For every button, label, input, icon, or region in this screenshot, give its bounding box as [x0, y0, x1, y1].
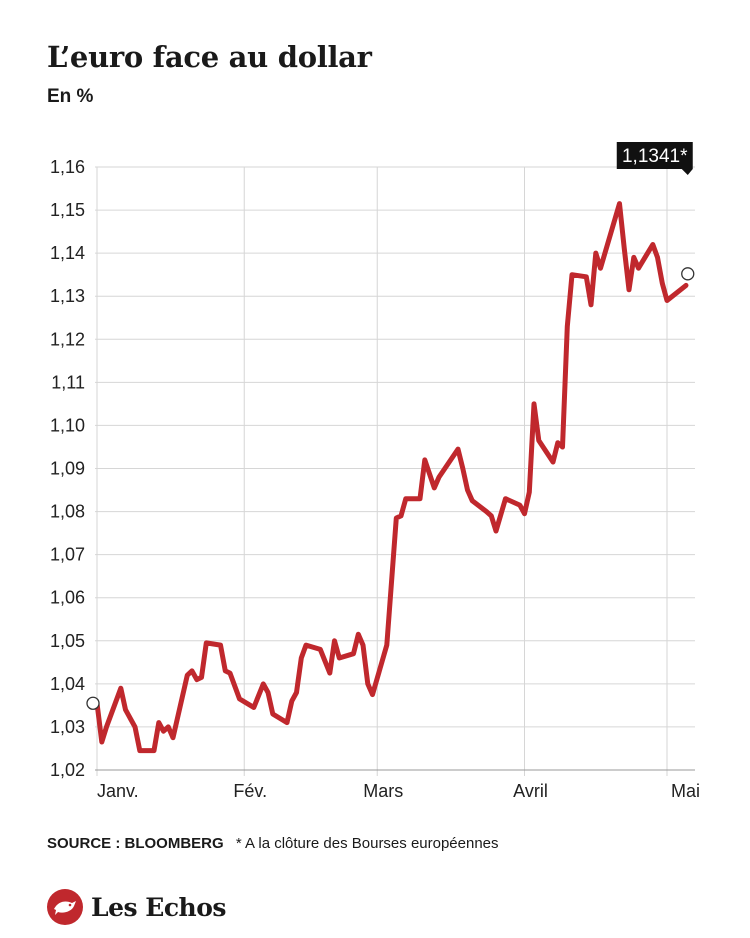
end-point-marker — [681, 267, 695, 281]
x-tick-label: Avril — [513, 781, 548, 801]
x-tick-label: Mars — [363, 781, 403, 801]
start-point-marker — [86, 696, 100, 710]
y-tick-label: 1,13 — [50, 286, 85, 306]
chart-title: L’euro face au dollar — [47, 40, 372, 74]
callout-pointer — [681, 169, 693, 175]
y-tick-label: 1,05 — [50, 631, 85, 651]
y-tick-label: 1,11 — [51, 372, 85, 392]
y-tick-label: 1,03 — [50, 717, 85, 737]
y-tick-label: 1,16 — [50, 157, 85, 177]
y-tick-label: 1,07 — [50, 545, 85, 565]
x-tick-label: Mai — [671, 781, 700, 801]
brand-name: Les Echos — [91, 892, 226, 922]
x-tick-label: Janv. — [97, 781, 139, 801]
y-tick-label: 1,08 — [50, 502, 85, 522]
y-tick-label: 1,04 — [50, 674, 85, 694]
y-tick-label: 1,15 — [50, 200, 85, 220]
footnote: * A la clôture des Bourses européennes — [235, 835, 499, 852]
y-tick-label: 1,02 — [50, 760, 85, 780]
callout-box — [616, 142, 693, 169]
brand-logo: Les Echos — [47, 889, 226, 925]
les-echos-logo-icon — [47, 889, 83, 925]
callout-label: 1,1341* — [622, 146, 688, 167]
chart-subtitle: En % — [47, 86, 94, 107]
y-tick-label: 1,09 — [50, 459, 85, 479]
x-tick-label: Fév. — [233, 781, 267, 801]
line-chart: 1,02 1,03 1,04 1,05 1,06 1,07 1,08 1,09 1,10 1,11… — [50, 142, 700, 801]
series-line — [94, 201, 689, 754]
y-tick-label: 1,06 — [50, 588, 85, 608]
source-label: SOURCE : BLOOMBERG — [47, 835, 224, 852]
y-tick-label: 1,10 — [50, 415, 85, 435]
footer: SOURCE : BLOOMBERG * A la clôture des Bo… — [47, 835, 499, 852]
y-tick-label: 1,12 — [50, 329, 85, 349]
y-tick-label: 1,14 — [50, 243, 85, 263]
